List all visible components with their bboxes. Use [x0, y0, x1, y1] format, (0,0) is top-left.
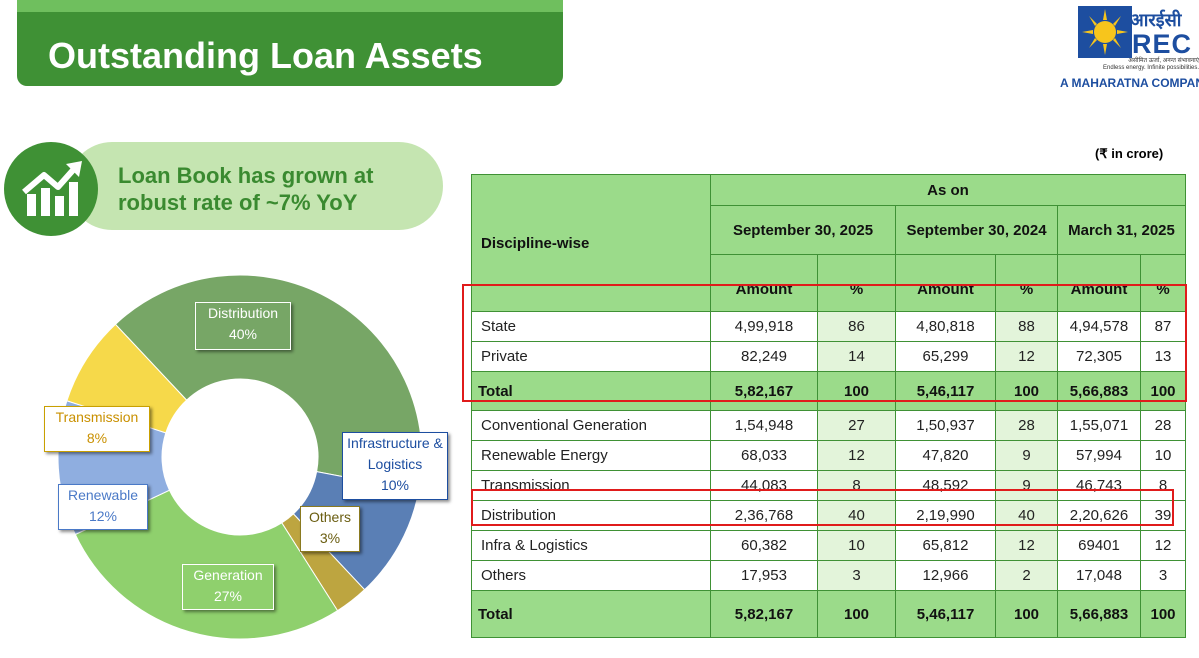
table-row: Renewable Energy 68,033 12 47,820 9 57,994 10: [471, 440, 1186, 471]
amount-cell: 60,382: [710, 530, 818, 561]
highlight-pill: Loan Book has grown at robust rate of ~7…: [68, 142, 443, 230]
percent-cell: 12: [817, 440, 896, 471]
row-label: State: [471, 311, 711, 342]
amount-cell: 65,812: [895, 530, 996, 561]
discipline-header: Discipline-wise: [471, 174, 711, 312]
percent-cell: 100: [817, 590, 896, 638]
percent-cell: 100: [995, 371, 1058, 411]
unit-note: (₹ in crore): [1095, 146, 1164, 161]
row-label: Total: [471, 590, 711, 638]
period-header-mar-2025: March 31, 2025: [1057, 205, 1186, 255]
amount-cell: 1,55,071: [1057, 410, 1141, 441]
percent-cell: 9: [995, 440, 1058, 471]
donut-slice-transmission: [66, 323, 188, 434]
loan-table: Discipline-wise As on September 30, 2025…: [471, 174, 1186, 638]
period-header-sep-2025: September 30, 2025: [710, 205, 896, 255]
sun-logo-icon: [1078, 6, 1132, 58]
amount-cell: 17,048: [1057, 560, 1141, 591]
growth-chart-icon: [22, 161, 82, 216]
logo-name: REC: [1132, 29, 1193, 59]
percent-cell: 100: [1140, 371, 1186, 411]
highlight-text: Loan Book has grown at robust rate of ~7…: [118, 163, 374, 215]
amount-cell: 68,033: [710, 440, 818, 471]
rec-logo: आरईसी REC असीमित ऊर्जा, अनन्त संभावनाएं …: [1060, 6, 1199, 90]
period-header-sep-2024: September 30, 2024: [895, 205, 1058, 255]
amount-cell: 1,50,937: [895, 410, 996, 441]
amount-cell: 4,94,578: [1057, 311, 1141, 342]
percent-cell: 100: [995, 590, 1058, 638]
page-title: Outstanding Loan Assets: [48, 35, 483, 76]
amount-cell: 5,66,883: [1057, 371, 1141, 411]
percent-cell: 28: [995, 410, 1058, 441]
amount-cell: 47,820: [895, 440, 996, 471]
loan-mix-donut-chart: Distribution 40% Infrastructure & Logisti…: [30, 272, 450, 642]
percent-header: %: [817, 254, 896, 312]
table-total-row: Total 5,82,167 100 5,46,117 100 5,66,883 100: [471, 590, 1186, 638]
percent-cell: 12: [995, 341, 1058, 372]
slice-label-generation: Generation 27%: [182, 564, 274, 610]
percent-cell: 100: [817, 371, 896, 411]
percent-cell: 12: [995, 530, 1058, 561]
amount-cell: 5,46,117: [895, 590, 996, 638]
percent-cell: 10: [1140, 440, 1186, 471]
percent-cell: 12: [1140, 530, 1186, 561]
table-row: Others 17,953 3 12,966 2 17,048 3: [471, 560, 1186, 591]
percent-cell: 3: [1140, 560, 1186, 591]
percent-cell: 28: [1140, 410, 1186, 441]
amount-cell: 5,66,883: [1057, 590, 1141, 638]
logo-tagline-english: Endless energy. Infinite possibilities.: [1103, 65, 1199, 71]
row-label: Renewable Energy: [471, 440, 711, 471]
amount-cell: 5,82,167: [710, 590, 818, 638]
amount-cell: 69401: [1057, 530, 1141, 561]
growth-icon-badge: [4, 142, 98, 236]
amount-cell: 4,99,918: [710, 311, 818, 342]
as-on-header: As on: [710, 174, 1186, 206]
amount-cell: 72,305: [1057, 341, 1141, 372]
row-label: Conventional Generation: [471, 410, 711, 441]
row-label: Total: [471, 371, 711, 411]
logo-tagline: असीमित ऊर्जा, अनन्त संभावनाएं Endless en…: [1102, 58, 1199, 72]
percent-cell: 100: [1140, 590, 1186, 638]
maharatna-text: A MAHARATNA COMPANY: [1060, 76, 1199, 90]
table-row: State 4,99,918 86 4,80,818 88 4,94,578 87: [471, 311, 1186, 342]
percent-cell: 9: [995, 470, 1058, 501]
table-row: Conventional Generation 1,54,948 27 1,50,93…: [471, 410, 1186, 441]
title-banner: Outstanding Loan Assets: [17, 0, 563, 86]
distribution-highlight-box: [471, 489, 1174, 526]
percent-cell: 86: [817, 311, 896, 342]
slice-label-renewable: Renewable 12%: [58, 484, 148, 530]
amount-cell: 48,592: [895, 470, 996, 501]
slice-label-others: Others 3%: [300, 506, 360, 552]
title-banner-accent: [17, 0, 563, 12]
row-label: Others: [471, 560, 711, 591]
amount-cell: 5,82,167: [710, 371, 818, 411]
amount-header: Amount: [1057, 254, 1141, 312]
ownership-highlight-box: [462, 284, 1187, 402]
table-total-row: Total 5,82,167 100 5,46,117 100 5,66,883 100: [471, 371, 1186, 411]
slice-label-distribution: Distribution 40%: [195, 302, 291, 350]
percent-header: %: [995, 254, 1058, 312]
slice-label-infrastructure: Infrastructure & Logistics 10%: [342, 432, 448, 500]
percent-cell: 2: [995, 560, 1058, 591]
table-row: Infra & Logistics 60,382 10 65,812 12 69401 12: [471, 530, 1186, 561]
logo-hindi-name: आरईसी: [1130, 10, 1182, 30]
percent-cell: 87: [1140, 311, 1186, 342]
table-row: Transmission 44,083 8 48,592 9 46,743 8: [471, 470, 1186, 501]
percent-cell: 27: [817, 410, 896, 441]
percent-cell: 8: [817, 470, 896, 501]
slice-label-transmission: Transmission 8%: [44, 406, 150, 452]
row-label: Infra & Logistics: [471, 530, 711, 561]
amount-cell: 12,966: [895, 560, 996, 591]
amount-cell: 17,953: [710, 560, 818, 591]
amount-cell: 1,54,948: [710, 410, 818, 441]
row-label: Private: [471, 341, 711, 372]
percent-cell: 10: [817, 530, 896, 561]
amount-cell: 5,46,117: [895, 371, 996, 411]
logo-tagline-hindi: असीमित ऊर्जा, अनन्त संभावनाएं: [1128, 58, 1199, 64]
amount-cell: 57,994: [1057, 440, 1141, 471]
percent-cell: 3: [817, 560, 896, 591]
percent-cell: 8: [1140, 470, 1186, 501]
